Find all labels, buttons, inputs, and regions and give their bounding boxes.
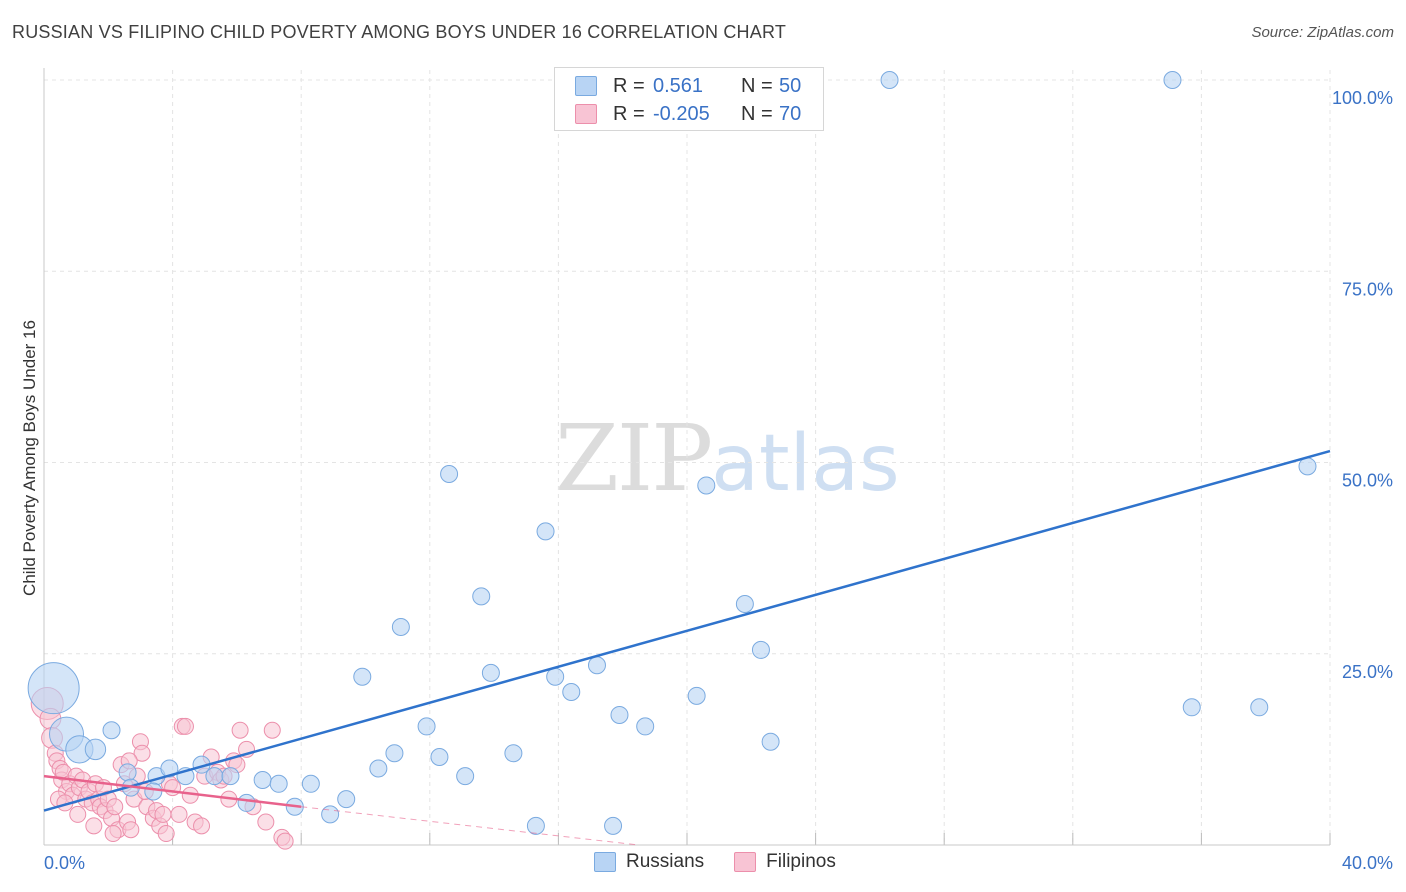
russian-point — [391, 617, 410, 636]
y-tick-label: 100.0% — [1332, 88, 1393, 108]
russian-point — [546, 667, 565, 686]
russian-point — [301, 774, 320, 793]
russian-point — [321, 805, 340, 824]
russian-point — [102, 721, 121, 740]
filipino-point — [122, 821, 140, 839]
russians-trend-line — [43, 449, 1331, 812]
r-value: -0.205 — [653, 102, 710, 125]
russian-point — [1163, 71, 1182, 89]
filipino-point — [231, 721, 249, 739]
russian-point — [751, 640, 770, 659]
filipino-point — [157, 825, 175, 843]
russian-point — [604, 816, 623, 835]
r-value: 0.561 — [653, 74, 704, 97]
russian-point — [417, 717, 436, 736]
russian-point — [237, 793, 256, 812]
source-label: Source: ZipAtlas.com — [1251, 24, 1394, 41]
russian-point — [27, 662, 80, 715]
legend-label-filipinos: Filipinos — [766, 851, 836, 872]
russian-point — [735, 595, 754, 614]
russians-swatch — [575, 76, 597, 96]
russian-point — [369, 759, 388, 778]
legend-row-filipinos: R = -0.205 N = 70 — [575, 100, 801, 128]
series-legend: Russians Filipinos — [594, 851, 866, 873]
filipinos-swatch — [575, 104, 597, 124]
russian-point — [253, 770, 272, 789]
russian-point — [269, 774, 288, 793]
legend-label-russians: Russians — [626, 851, 705, 872]
russian-point — [697, 476, 716, 495]
filipino-point — [85, 817, 103, 835]
russian-point — [504, 744, 523, 763]
filipino-point — [276, 832, 294, 850]
russian-point — [353, 667, 372, 686]
filipinos-legend-swatch — [734, 852, 757, 872]
n-value: 70 — [779, 102, 802, 125]
watermark-atlas: atlas — [711, 419, 900, 509]
russian-point — [221, 767, 240, 786]
russian-point — [481, 663, 500, 682]
y-axis-label: Child Poverty Among Boys Under 16 — [20, 320, 39, 596]
russian-point — [160, 759, 179, 778]
filipino-point — [263, 721, 281, 739]
russian-point — [456, 767, 475, 786]
r-label: R = — [613, 102, 645, 125]
russian-point — [144, 782, 163, 801]
filipino-point — [176, 717, 194, 735]
russian-point — [118, 763, 137, 782]
y-tick-label: 50.0% — [1342, 471, 1393, 491]
russian-point — [687, 686, 706, 705]
russian-point — [587, 656, 606, 675]
n-label: N = — [741, 102, 773, 125]
russian-point — [1250, 698, 1269, 717]
filipinos-trend-extension — [301, 806, 639, 846]
legend-item-filipinos[interactable]: Filipinos — [734, 851, 836, 873]
filipino-point — [170, 805, 188, 823]
russians-legend-swatch — [594, 852, 616, 872]
russian-point — [610, 705, 629, 724]
russian-point — [562, 683, 581, 701]
n-value: 50 — [779, 74, 802, 97]
russian-point — [536, 522, 555, 541]
russian-point — [472, 587, 491, 606]
r-label: R = — [613, 74, 645, 97]
filipino-point — [104, 825, 122, 843]
russian-point — [636, 717, 655, 736]
filipinos-trend-line — [43, 774, 302, 808]
russian-point — [440, 464, 459, 483]
x-tick-label: 0.0% — [44, 853, 85, 873]
filipino-point — [133, 744, 151, 762]
russian-point — [430, 748, 449, 767]
chart-title: RUSSIAN VS FILIPINO CHILD POVERTY AMONG … — [12, 22, 787, 42]
y-tick-label: 75.0% — [1342, 279, 1393, 299]
filipino-point — [193, 817, 211, 835]
filipino-point — [154, 805, 172, 823]
russian-point — [761, 732, 780, 751]
y-tick-label: 25.0% — [1342, 662, 1393, 682]
russian-point — [880, 71, 899, 89]
legend-row-russians: R = 0.561 N = 50 — [575, 72, 801, 100]
x-tick-label: 40.0% — [1342, 853, 1393, 873]
russian-point — [385, 744, 404, 763]
russian-point — [337, 790, 356, 809]
filipino-point — [257, 813, 275, 831]
n-label: N = — [741, 74, 773, 97]
russian-point — [84, 738, 107, 761]
legend-item-russians[interactable]: Russians — [594, 851, 704, 873]
russian-point — [205, 767, 224, 786]
correlation-legend: R = 0.561 N = 50 R = -0.205 N = 70 — [554, 67, 824, 131]
russian-point — [526, 816, 545, 835]
russian-point — [1182, 698, 1201, 717]
russian-point — [1298, 457, 1317, 476]
filipino-point — [106, 798, 124, 816]
filipino-point — [69, 805, 87, 823]
